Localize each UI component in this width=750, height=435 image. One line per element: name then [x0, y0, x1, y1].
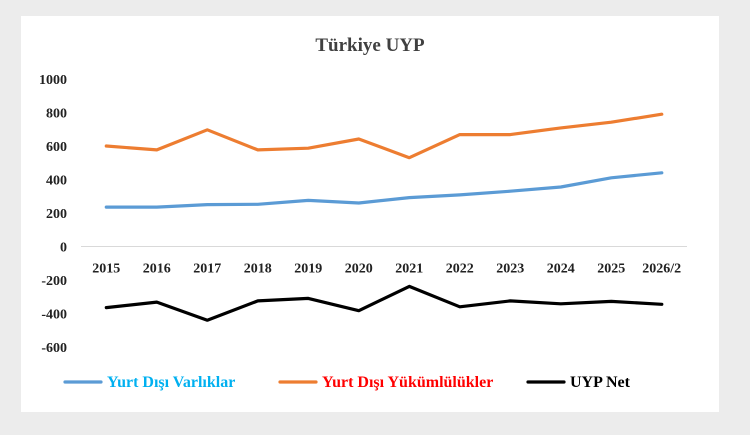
x-tick-label: 2016 — [143, 262, 171, 277]
y-tick-label: -600 — [41, 341, 67, 356]
x-tick-label: 2025 — [597, 262, 625, 277]
legend-label: Yurt Dışı Yükümlülükler — [322, 374, 493, 391]
x-tick-label: 2015 — [92, 262, 120, 277]
chart-title: Türkiye UYP — [315, 35, 425, 56]
line-chart: Türkiye UYP 1000 800 600 400 200 0 -200 -400 -60… — [39, 35, 687, 391]
series-lines — [104, 112, 664, 322]
x-tick-label: 2024 — [547, 262, 575, 277]
series-line-0 — [104, 171, 664, 209]
y-tick-label: -400 — [41, 308, 67, 323]
y-tick-label: 600 — [46, 140, 67, 155]
y-tick-label: 800 — [46, 107, 67, 122]
legend: Yurt Dışı Varlıklar Yurt Dışı Yükümlülükl… — [63, 374, 631, 391]
legend-label: UYP Net — [570, 374, 631, 391]
x-tick-label: 2020 — [345, 262, 373, 277]
y-tick-label: -200 — [41, 274, 67, 289]
y-tick-label: 200 — [46, 207, 67, 222]
x-tick-label: 2026/2 — [642, 262, 681, 277]
x-tick-label: 2017 — [193, 262, 221, 277]
series-line-2 — [104, 284, 664, 322]
y-axis-ticks: 1000 800 600 400 200 0 -200 -400 -600 — [39, 73, 67, 356]
y-tick-label: 1000 — [39, 73, 67, 88]
x-tick-label: 2018 — [244, 262, 272, 277]
x-tick-label: 2019 — [294, 262, 322, 277]
y-tick-label: 0 — [60, 241, 67, 256]
x-tick-label: 2023 — [496, 262, 524, 277]
chart-card: Türkiye UYP 1000 800 600 400 200 0 -200 -400 -60… — [21, 16, 719, 412]
x-axis-ticks: 2015 2016 2017 2018 2019 2020 2021 2022 2023 2024… — [92, 262, 681, 277]
series-line-1 — [104, 112, 664, 160]
x-tick-label: 2022 — [446, 262, 474, 277]
y-tick-label: 400 — [46, 174, 67, 189]
x-tick-label: 2021 — [395, 262, 423, 277]
legend-label: Yurt Dışı Varlıklar — [107, 374, 235, 391]
